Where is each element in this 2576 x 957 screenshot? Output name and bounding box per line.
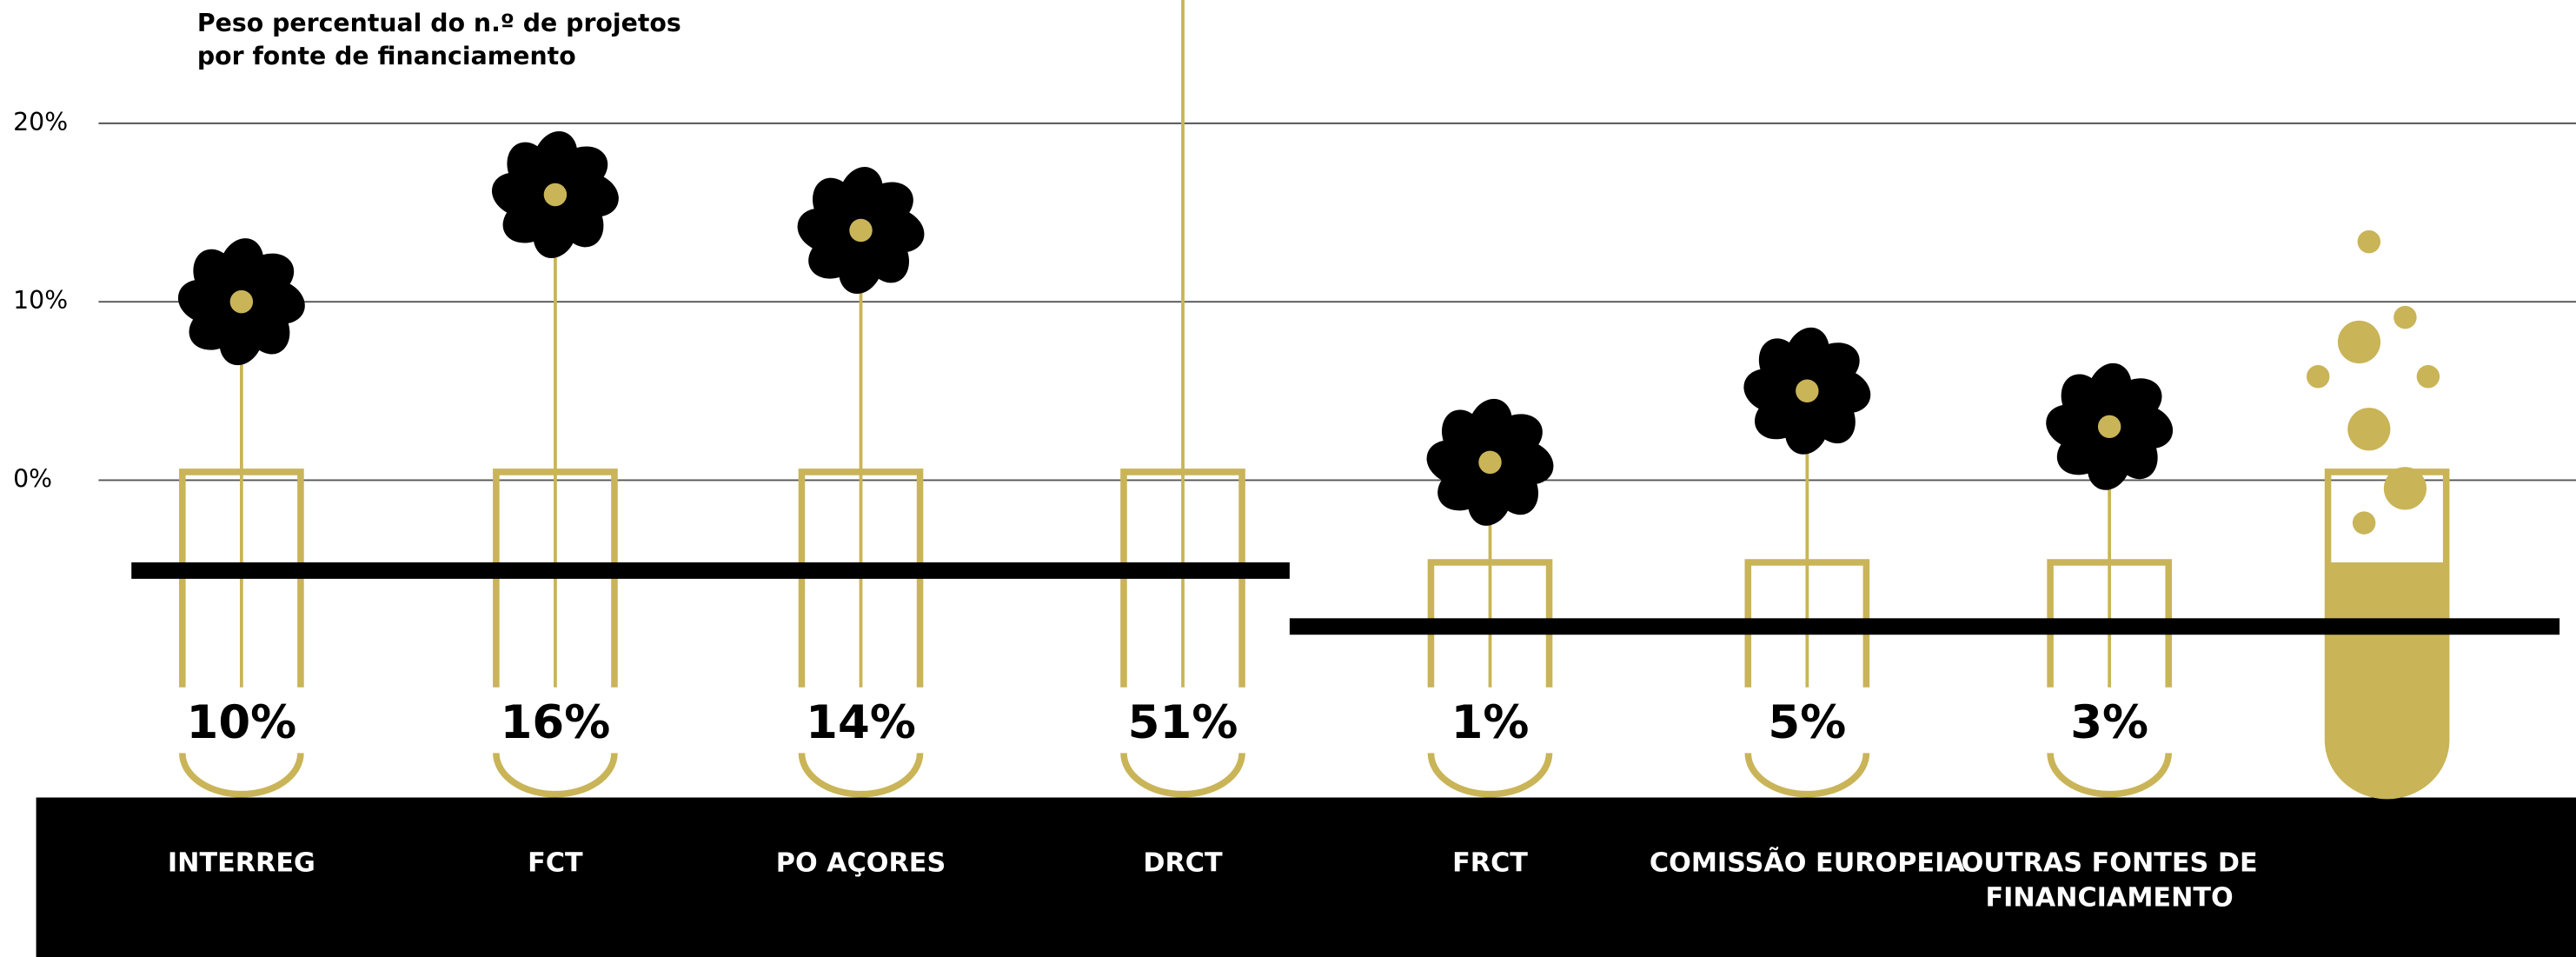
x-label-box: OUTRAS FONTES DE FINANCIAMENTO — [1961, 847, 2258, 913]
tube-bottom — [179, 753, 304, 798]
footer-band — [36, 797, 2576, 957]
flower — [491, 130, 619, 258]
value-label: 10% — [187, 696, 297, 749]
flower-dot — [543, 183, 568, 207]
x-tick-label: FRCT — [1452, 847, 1528, 879]
flower-dot — [229, 289, 254, 314]
flower-dot — [1478, 450, 1502, 475]
value-label: 5% — [1768, 696, 1846, 749]
divider-bar — [131, 562, 1290, 579]
value-label: 16% — [501, 696, 611, 749]
flower — [797, 167, 925, 295]
divider-bar — [1289, 618, 2560, 635]
tube-bottom — [1427, 753, 1553, 798]
flower-dot — [1796, 379, 1819, 403]
x-label-box: COMISSÃO EUROPEIA — [1649, 847, 1965, 879]
value-label: 3% — [2070, 696, 2148, 749]
x-tick-label: FCT — [528, 847, 583, 879]
x-label-box: FCT — [528, 847, 583, 879]
y-tick-label: 10% — [13, 286, 68, 315]
tube-bottom — [1744, 753, 1870, 798]
flower — [1426, 398, 1554, 526]
title-box: Peso percentual do n.º de projetos por f… — [196, 8, 681, 71]
flower — [1743, 327, 1871, 455]
x-label-box: PO AÇORES — [775, 847, 946, 879]
tube-bottom — [798, 753, 924, 798]
x-label-box: FRCT — [1452, 847, 1528, 879]
y-tick-label: 0% — [13, 464, 52, 493]
chart-title: Peso percentual do n.º de projetos por f… — [196, 8, 681, 71]
decor-tube — [2306, 229, 2450, 800]
flower — [177, 238, 305, 366]
x-tick-label: OUTRAS FONTES DE FINANCIAMENTO — [1961, 847, 2258, 913]
flower — [2046, 362, 2174, 490]
value-label: 51% — [1128, 696, 1238, 749]
x-tick-label: DRCT — [1143, 847, 1223, 879]
value-label: 1% — [1451, 696, 1530, 749]
x-label-box: DRCT — [1143, 847, 1223, 879]
x-tick-label: PO AÇORES — [775, 847, 946, 879]
value-label: 14% — [806, 696, 916, 749]
flower-dot — [2097, 415, 2121, 439]
x-tick-label: INTERREG — [167, 847, 315, 879]
tube-bottom — [2047, 753, 2172, 798]
tube-bottom — [1120, 753, 1245, 798]
x-tick-label: COMISSÃO EUROPEIA — [1649, 847, 1965, 879]
y-tick-label: 20% — [13, 108, 68, 136]
flower-dot — [849, 218, 873, 243]
x-label-box: INTERREG — [167, 847, 315, 879]
tube-bottom — [493, 753, 618, 798]
